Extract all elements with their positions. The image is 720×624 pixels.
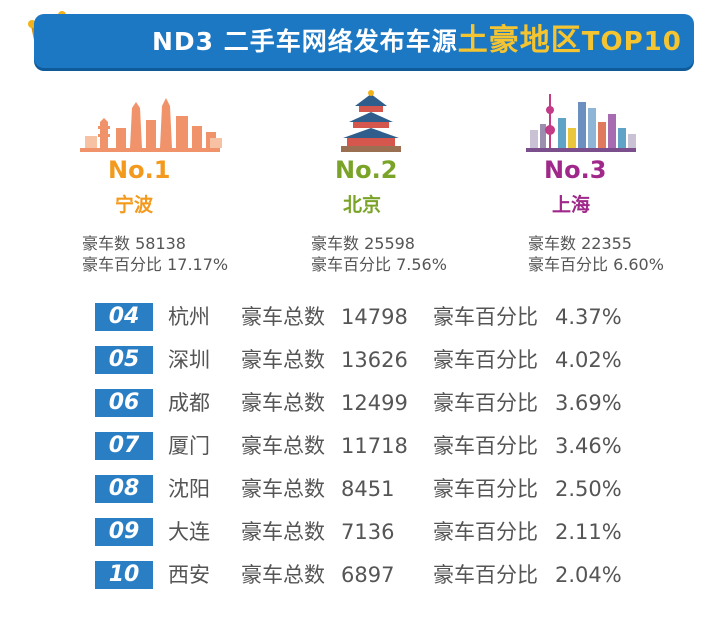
luxury-percent: 4.37%: [555, 305, 622, 329]
rank-badge: 04: [95, 303, 153, 331]
city-name: 深圳: [168, 348, 210, 372]
percent-label: 豪车百分比: [433, 477, 538, 501]
table-row: 08 沈阳 豪车总数 8451 豪车百分比 2.50%: [95, 474, 695, 504]
count-label: 豪车总数: [241, 305, 325, 329]
header-banner: ND3 二手车网络发布车源土豪地区TOP10: [34, 14, 694, 68]
rank-badge: 05: [95, 346, 153, 374]
percent-label: 豪车百分比: [433, 391, 538, 415]
luxury-percent: 4.02%: [555, 348, 622, 372]
table-row: 09 大连 豪车总数 7136 豪车百分比 2.11%: [95, 517, 695, 547]
percent-label: 豪车百分比: [433, 348, 538, 372]
city-name: 上海: [552, 194, 591, 216]
ningbo-skyline-illustration: [80, 98, 222, 152]
luxury-percent: 2.50%: [555, 477, 622, 501]
count-label: 豪车总数: [241, 391, 325, 415]
rank-label: No.3: [544, 156, 607, 184]
rank-badge: 07: [95, 432, 153, 460]
city-name: 沈阳: [168, 477, 210, 501]
rank-badge: 10: [95, 561, 153, 589]
luxury-percent: 豪车百分比 6.60%: [528, 255, 664, 274]
shanghai-skyline-illustration: [526, 94, 636, 152]
rank-badge: 09: [95, 518, 153, 546]
luxury-count: 14798: [341, 305, 408, 329]
rank-label: No.2: [335, 156, 398, 184]
city-name: 厦门: [168, 434, 210, 458]
luxury-percent: 豪车百分比 17.17%: [82, 255, 229, 274]
table-row: 06 成都 豪车总数 12499 豪车百分比 3.69%: [95, 388, 695, 418]
luxury-count: 11718: [341, 434, 408, 458]
luxury-count: 12499: [341, 391, 408, 415]
rank-label: No.1: [108, 156, 171, 184]
table-row: 05 深圳 豪车总数 13626 豪车百分比 4.02%: [95, 345, 695, 375]
luxury-percent: 2.04%: [555, 563, 622, 587]
city-name: 杭州: [168, 305, 210, 329]
rank-badge: 06: [95, 389, 153, 417]
table-row: 07 厦门 豪车总数 11718 豪车百分比 3.46%: [95, 431, 695, 461]
count-label: 豪车总数: [241, 563, 325, 587]
banner-title: ND3 二手车网络发布车源土豪地区TOP10: [152, 14, 682, 68]
luxury-count: 豪车数 22355: [528, 234, 632, 253]
city-name: 北京: [343, 194, 382, 216]
count-label: 豪车总数: [241, 348, 325, 372]
count-label: 豪车总数: [241, 520, 325, 544]
luxury-percent: 豪车百分比 7.56%: [311, 255, 447, 274]
count-label: 豪车总数: [241, 477, 325, 501]
percent-label: 豪车百分比: [433, 434, 538, 458]
beijing-temple-illustration: [341, 90, 401, 152]
luxury-count: 豪车数 25598: [311, 234, 415, 253]
banner-title-top10: TOP10: [581, 27, 682, 57]
table-row: 04 杭州 豪车总数 14798 豪车百分比 4.37%: [95, 302, 695, 332]
luxury-percent: 3.46%: [555, 434, 622, 458]
city-name: 西安: [168, 563, 210, 587]
count-label: 豪车总数: [241, 434, 325, 458]
luxury-count: 6897: [341, 563, 395, 587]
percent-label: 豪车百分比: [433, 563, 538, 587]
luxury-percent: 3.69%: [555, 391, 622, 415]
percent-label: 豪车百分比: [433, 305, 538, 329]
banner-title-main: ND3 二手车网络发布车源: [152, 27, 458, 56]
city-name: 大连: [168, 520, 210, 544]
city-name: 宁波: [115, 194, 154, 216]
luxury-percent: 2.11%: [555, 520, 622, 544]
luxury-count: 13626: [341, 348, 408, 372]
city-name: 成都: [168, 391, 210, 415]
banner-title-highlight: 土豪地区: [457, 23, 582, 58]
table-row: 10 西安 豪车总数 6897 豪车百分比 2.04%: [95, 560, 695, 590]
luxury-count: 豪车数 58138: [82, 234, 186, 253]
rank-badge: 08: [95, 475, 153, 503]
percent-label: 豪车百分比: [433, 520, 538, 544]
luxury-count: 8451: [341, 477, 395, 501]
luxury-count: 7136: [341, 520, 395, 544]
